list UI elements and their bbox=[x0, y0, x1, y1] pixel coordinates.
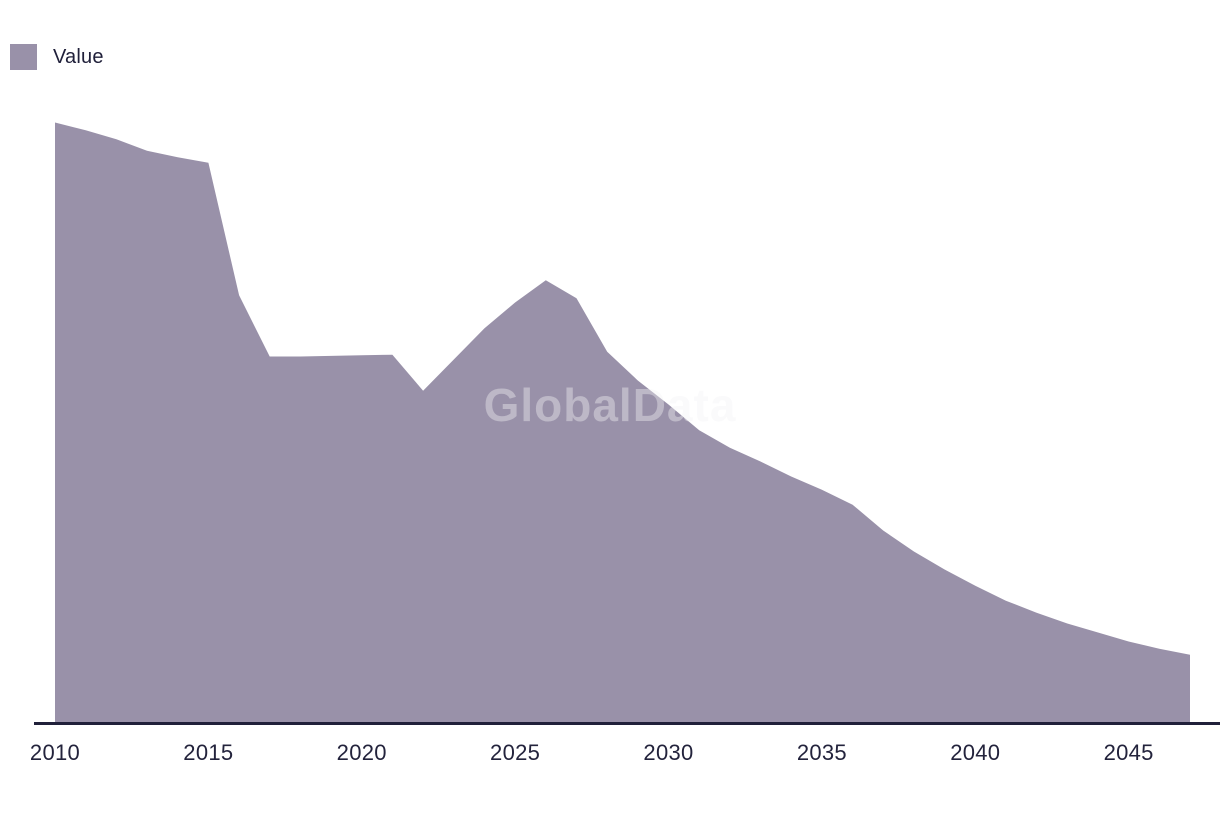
chart-legend: Value bbox=[10, 44, 104, 70]
x-axis-line bbox=[34, 722, 1220, 725]
legend-item-label: Value bbox=[53, 45, 104, 68]
legend-swatch-icon bbox=[10, 44, 37, 70]
area-series-value bbox=[55, 122, 1190, 723]
